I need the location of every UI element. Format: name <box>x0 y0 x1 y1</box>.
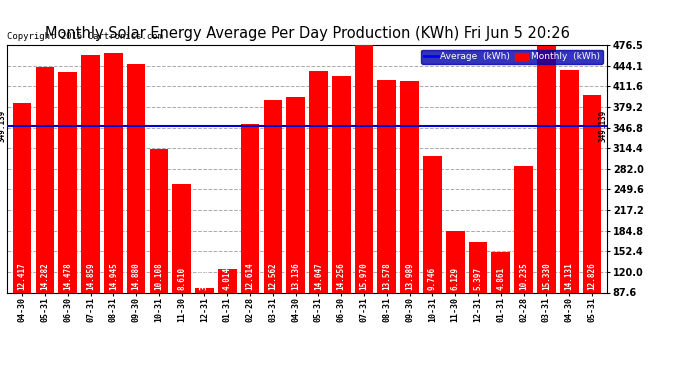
Bar <box>491 252 510 348</box>
Text: 3.071: 3.071 <box>200 267 209 290</box>
Bar <box>264 100 282 348</box>
Bar <box>127 64 146 348</box>
Bar <box>309 71 328 348</box>
Text: 14.859: 14.859 <box>86 262 95 290</box>
Text: 8.610: 8.610 <box>177 267 186 290</box>
Text: 12.417: 12.417 <box>18 262 27 290</box>
Bar <box>59 72 77 348</box>
Text: 4.861: 4.861 <box>496 267 505 290</box>
Bar <box>286 98 305 348</box>
Text: Copyright 2015 Cartronics.com: Copyright 2015 Cartronics.com <box>7 32 163 41</box>
Bar <box>446 231 464 348</box>
Text: 14.880: 14.880 <box>132 262 141 290</box>
Bar <box>195 288 214 348</box>
Bar <box>13 103 32 348</box>
Bar <box>582 95 601 348</box>
Bar <box>150 149 168 348</box>
Text: 15.970: 15.970 <box>359 262 368 290</box>
Bar <box>241 124 259 348</box>
Bar <box>469 242 487 348</box>
Bar <box>218 269 237 348</box>
Text: 10.108: 10.108 <box>155 262 164 290</box>
Bar <box>377 80 396 348</box>
Bar <box>172 184 191 348</box>
Legend: Average  (kWh), Monthly  (kWh): Average (kWh), Monthly (kWh) <box>422 50 602 64</box>
Title: Monthly Solar Energy Average Per Day Production (KWh) Fri Jun 5 20:26: Monthly Solar Energy Average Per Day Pro… <box>45 26 569 41</box>
Text: 12.614: 12.614 <box>246 262 255 290</box>
Bar <box>104 53 123 348</box>
Bar <box>423 156 442 348</box>
Text: 14.945: 14.945 <box>109 262 118 290</box>
Text: 14.047: 14.047 <box>314 262 323 290</box>
Bar <box>81 55 100 348</box>
Text: 6.129: 6.129 <box>451 267 460 290</box>
Bar <box>36 66 55 348</box>
Text: 5.397: 5.397 <box>473 267 482 290</box>
Bar <box>400 81 419 348</box>
Bar <box>355 33 373 348</box>
Bar <box>514 166 533 348</box>
Text: 14.256: 14.256 <box>337 262 346 290</box>
Bar <box>332 76 351 348</box>
Text: 9.746: 9.746 <box>428 267 437 290</box>
Text: 4.014: 4.014 <box>223 267 232 290</box>
Text: 349.139: 349.139 <box>0 110 6 142</box>
Text: 12.562: 12.562 <box>268 262 277 290</box>
Text: 13.578: 13.578 <box>382 262 391 290</box>
Text: 14.131: 14.131 <box>564 262 573 290</box>
Text: 14.478: 14.478 <box>63 262 72 290</box>
Text: 15.330: 15.330 <box>542 262 551 290</box>
Text: 10.235: 10.235 <box>519 262 528 290</box>
Bar <box>560 70 578 348</box>
Text: 14.282: 14.282 <box>41 262 50 290</box>
Text: 13.136: 13.136 <box>291 262 300 290</box>
Text: 12.826: 12.826 <box>587 262 596 290</box>
Text: 349.139: 349.139 <box>599 110 608 142</box>
Text: 13.989: 13.989 <box>405 262 414 290</box>
Bar <box>537 46 555 348</box>
